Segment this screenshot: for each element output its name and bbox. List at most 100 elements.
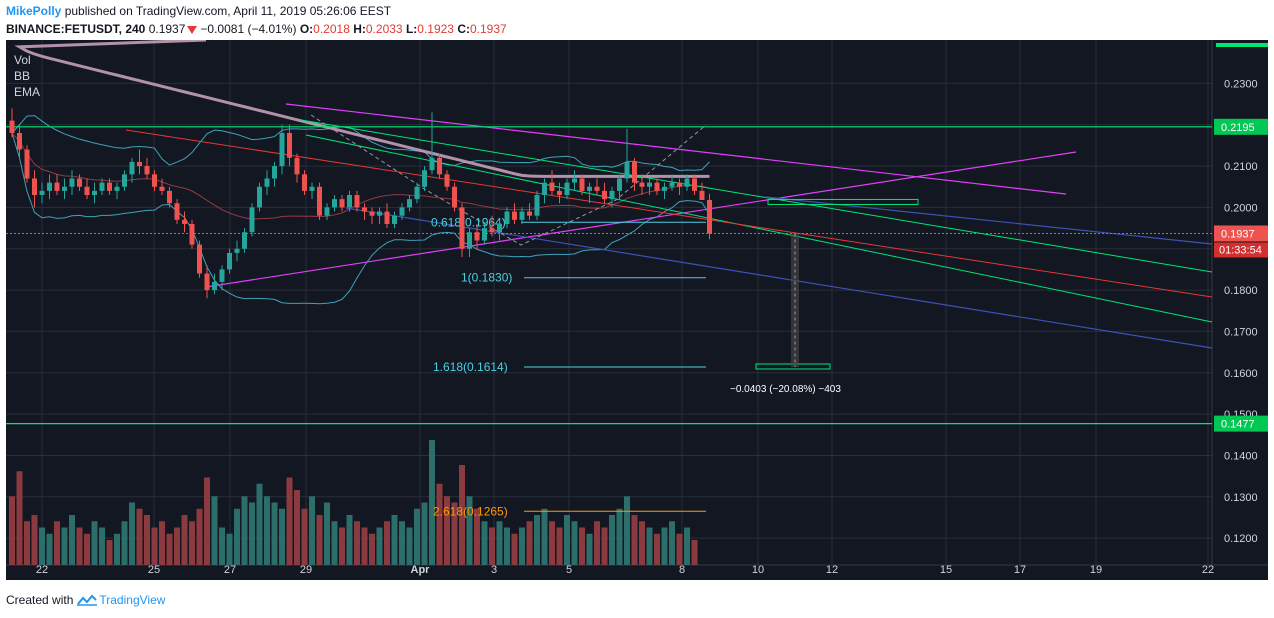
volume-bar: [474, 508, 480, 565]
volume-bar: [121, 521, 128, 565]
indicator-legend-ema: EMA: [14, 85, 40, 99]
top-level-marker: [1216, 43, 1268, 47]
volume-bar: [84, 533, 90, 565]
candle-body: [489, 228, 495, 233]
candle-body: [414, 186, 420, 200]
volume-bar: [219, 527, 225, 565]
volume-bar: [601, 527, 608, 565]
candle-body: [257, 186, 262, 208]
volume-bar: [39, 527, 45, 565]
volume-bar: [616, 508, 623, 565]
volume-bar: [646, 527, 653, 565]
fib-level-label: 0.618(0.1964): [431, 215, 506, 229]
volume-bar: [166, 533, 173, 565]
x-tick-label: 3: [491, 564, 497, 576]
candle-body: [504, 211, 510, 224]
volume-bar: [339, 527, 345, 565]
indicator-legend-vol: Vol: [14, 53, 31, 67]
volume-bar: [309, 496, 315, 565]
bollinger-lower-line: [11, 132, 710, 305]
candle-body: [279, 133, 285, 167]
candle-body: [684, 178, 690, 187]
candle-body: [699, 190, 705, 200]
price-chart-svg[interactable]: 22252729Apr3581012151719220.23000.22000.…: [6, 40, 1268, 580]
volume-bar: [594, 521, 600, 565]
x-tick-label: 8: [679, 564, 685, 576]
candle-body: [242, 232, 247, 249]
candle-body: [182, 219, 187, 224]
volume-bar: [301, 508, 308, 565]
candle-body: [32, 178, 37, 196]
volume-bar: [489, 527, 495, 565]
candle-body: [542, 182, 547, 196]
x-tick-label: 25: [148, 564, 160, 576]
x-tick-label: 19: [1090, 564, 1102, 576]
tradingview-brand-link[interactable]: TradingView: [99, 593, 166, 607]
candle-body: [579, 178, 585, 191]
level-price-badge: [1214, 118, 1268, 135]
chart-area[interactable]: 22252729Apr3581012151719220.23000.22000.…: [6, 40, 1268, 580]
last-price: 0.1937: [148, 22, 186, 36]
high-value: 0.2033: [365, 22, 403, 36]
candle-body: [557, 190, 562, 196]
measure-label: −0.0403 (−20.08%) −403: [730, 384, 841, 395]
volume-bar: [624, 496, 630, 565]
candle-body: [482, 228, 487, 241]
volume-bar: [279, 508, 285, 565]
candle-body: [384, 211, 390, 224]
countdown-label: 01:33:54: [1219, 244, 1262, 256]
volume-bar: [106, 540, 113, 565]
candle-body: [219, 269, 225, 282]
candle-body: [204, 273, 210, 291]
candle-body: [497, 223, 502, 233]
volume-bar: [519, 527, 525, 565]
volume-bar: [294, 490, 300, 565]
candle-body: [617, 178, 622, 191]
volume-bar: [234, 508, 240, 565]
candle-body: [594, 186, 600, 191]
volume-bar: [174, 527, 180, 565]
volume-bar: [69, 515, 75, 565]
volume-bar: [466, 496, 473, 565]
volume-bar: [676, 533, 683, 565]
indicator-legend-bb: BB: [14, 69, 30, 83]
author-link[interactable]: MikePolly: [6, 4, 62, 18]
volume-bar: [579, 527, 585, 565]
candle-body: [317, 186, 322, 216]
candle-body: [429, 157, 435, 171]
volume-bar: [684, 527, 690, 565]
candle-body: [24, 149, 30, 179]
candle-body: [677, 182, 682, 187]
volume-bar: [316, 515, 323, 565]
high-label: H:: [353, 22, 366, 36]
candle-body: [609, 190, 615, 200]
candle-body: [92, 190, 97, 196]
candle-body: [534, 195, 540, 216]
fib-level-label: 2.618(0.1265): [433, 504, 508, 518]
volume-bar: [436, 483, 443, 565]
volume-bar: [511, 533, 518, 565]
candle-body: [159, 186, 165, 191]
level-price-badge: [1214, 415, 1268, 432]
candle-body: [287, 133, 292, 158]
green-channel-line-2: [305, 134, 1213, 323]
y-tick-label: 0.1800: [1224, 285, 1258, 297]
volume-bar: [504, 527, 510, 565]
ema-line: [14, 40, 710, 178]
level-price-label: 0.1477: [1221, 419, 1255, 431]
volume-bar: [451, 502, 458, 565]
candle-body: [122, 174, 127, 187]
footer: Created with TradingView: [6, 593, 165, 607]
x-tick-label: 29: [300, 564, 312, 576]
candle-body: [654, 182, 660, 191]
candle-body: [9, 120, 15, 134]
candle-body: [467, 232, 472, 249]
candle-body: [639, 182, 645, 187]
volume-bar: [324, 502, 330, 565]
candle-body: [309, 186, 315, 191]
volume-bar: [354, 521, 360, 565]
publish-line: MikePolly published on TradingView.com, …: [6, 4, 391, 18]
volume-bar: [534, 515, 540, 565]
volume-bar: [541, 508, 548, 565]
volume-bar: [564, 515, 570, 565]
